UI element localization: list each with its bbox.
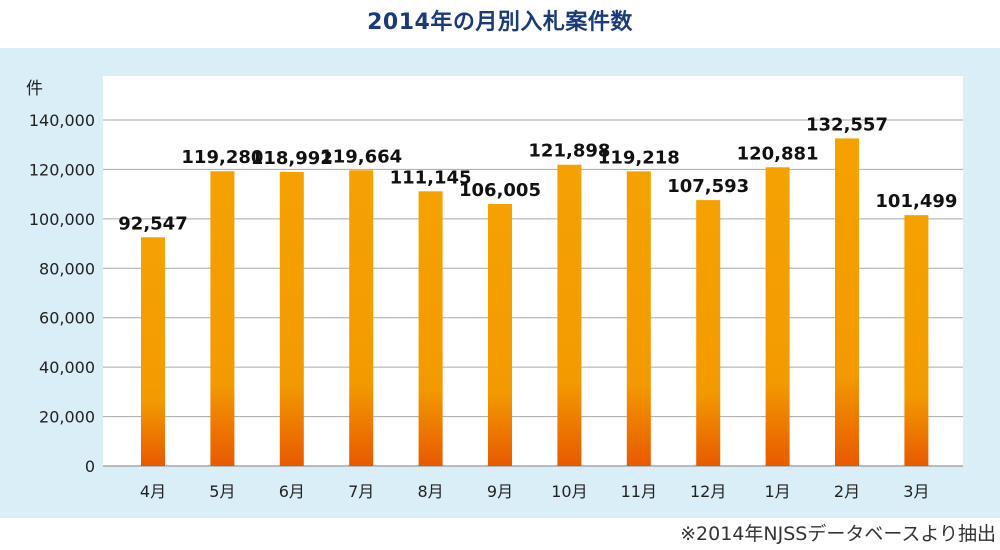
data-label: 111,145 [390, 167, 472, 188]
x-category-label: 8月 [418, 482, 444, 501]
data-label: 119,280 [181, 147, 263, 168]
y-tick-label: 140,000 [29, 111, 95, 130]
x-category-label: 9月 [487, 482, 513, 501]
x-axis-categories: 4月 5月 6月 7月 8月 9月 10月 11月 12月 1月 2月 3月 [140, 482, 930, 501]
data-label: 120,881 [737, 143, 819, 164]
y-tick-label: 60,000 [39, 309, 95, 328]
gridlines [103, 119, 963, 467]
x-category-label: 12月 [690, 482, 726, 501]
data-label: 132,557 [806, 114, 888, 135]
plot-area [103, 76, 963, 466]
x-category-label: 10月 [551, 482, 587, 501]
bar [210, 171, 235, 466]
bar [557, 164, 582, 466]
data-label: 92,547 [118, 213, 187, 234]
bar [141, 237, 165, 466]
bar-chart: 0 20,000 40,000 60,000 80,000 100,000 120,000 1… [26, 76, 963, 501]
bar [488, 204, 512, 466]
y-tick-label: 40,000 [39, 358, 95, 377]
chart-panel: 0 20,000 40,000 60,000 80,000 100,000 120,000 1… [0, 48, 1000, 518]
bar [835, 138, 859, 466]
x-category-label: 1月 [765, 482, 791, 501]
data-label: 121,898 [528, 141, 610, 162]
bar [279, 171, 304, 466]
x-category-label: 6月 [279, 482, 305, 501]
y-tick-label: 0 [85, 457, 95, 476]
data-label: 107,593 [667, 176, 749, 197]
bar [765, 167, 790, 466]
bars [141, 138, 929, 467]
bar [626, 171, 651, 466]
y-tick-label: 100,000 [29, 210, 95, 229]
data-label: 101,499 [875, 191, 957, 212]
data-label: 119,218 [598, 147, 680, 168]
bar [904, 215, 929, 466]
x-category-label: 4月 [140, 482, 166, 501]
y-axis-unit-label: 件 [26, 79, 43, 99]
data-label: 118,992 [251, 148, 333, 169]
x-category-label: 2月 [834, 482, 860, 501]
y-tick-label: 120,000 [29, 160, 95, 179]
x-category-label: 3月 [903, 482, 929, 501]
data-label: 119,664 [320, 146, 402, 167]
bar [696, 200, 721, 466]
bar [349, 170, 374, 466]
y-tick-label: 20,000 [39, 408, 95, 427]
y-axis-ticks: 0 20,000 40,000 60,000 80,000 100,000 120,000 1… [29, 111, 95, 476]
data-labels: 92,547 119,280118,992119,664111,145106,00… [118, 114, 957, 234]
x-category-label: 7月 [348, 482, 374, 501]
x-category-label: 11月 [621, 482, 657, 501]
chart-title: 2014年の月別入札案件数 [367, 10, 633, 35]
source-note: ※2014年NJSSデータベースより抽出 [680, 523, 996, 545]
x-category-label: 5月 [209, 482, 235, 501]
data-label: 106,005 [459, 180, 541, 201]
bar [418, 191, 443, 467]
y-tick-label: 80,000 [39, 259, 95, 278]
